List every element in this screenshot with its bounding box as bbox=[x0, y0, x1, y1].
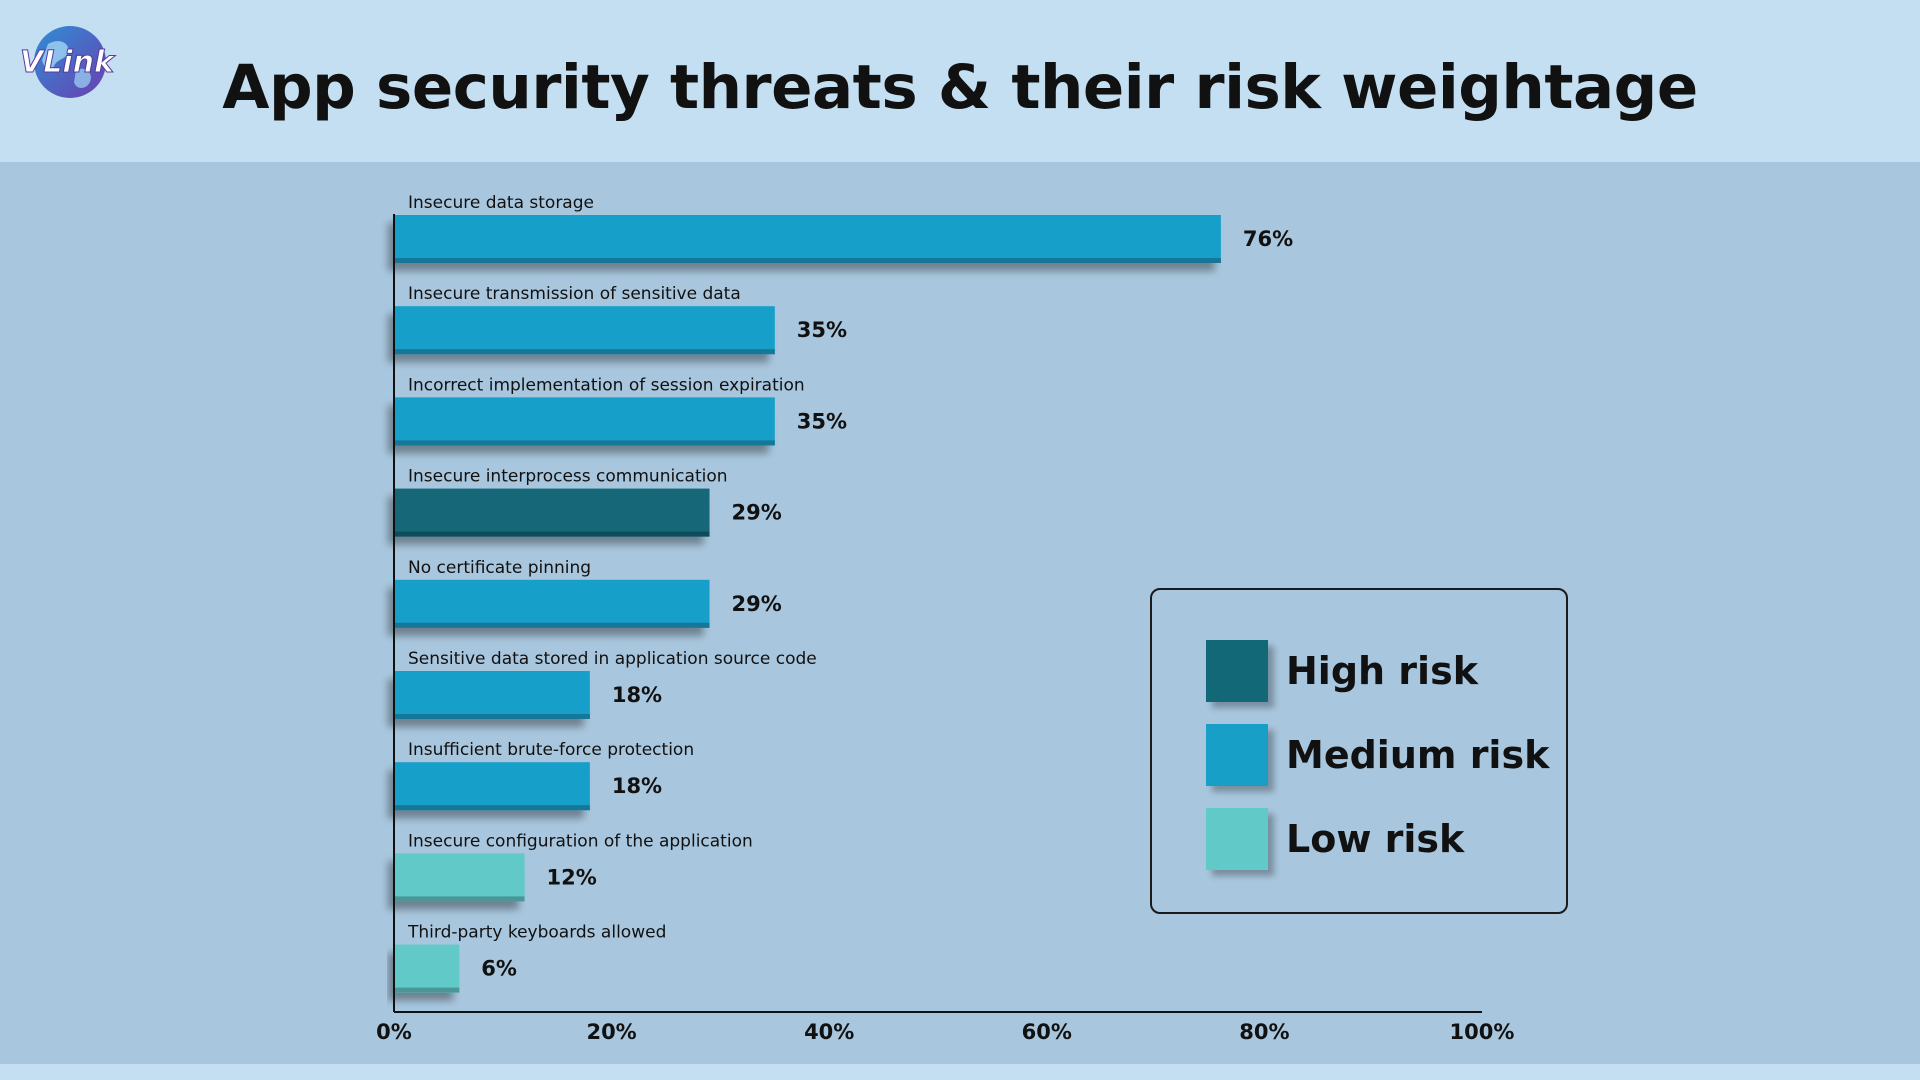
category-label: No certificate pinning bbox=[408, 558, 591, 578]
legend-swatch-low-risk bbox=[1206, 808, 1268, 870]
category-label: Third-party keyboards allowed bbox=[407, 923, 666, 943]
footer-band bbox=[0, 1064, 1920, 1080]
legend-label-high-risk: High risk bbox=[1286, 649, 1478, 693]
legend-label-low-risk: Low risk bbox=[1286, 817, 1465, 861]
x-tick-label: 20% bbox=[586, 1020, 636, 1044]
bar-edge bbox=[394, 531, 710, 537]
svg-text:VLink: VLink bbox=[20, 45, 116, 80]
legend-item-high-risk: High risk bbox=[1206, 640, 1478, 702]
bar-edge bbox=[394, 622, 710, 628]
bar-group bbox=[394, 579, 710, 628]
header-band bbox=[0, 0, 1920, 162]
bar bbox=[394, 853, 525, 902]
bar-group bbox=[394, 488, 710, 537]
bar-group bbox=[394, 671, 590, 719]
legend: High risk Medium risk Low risk bbox=[1150, 588, 1568, 914]
x-tick-label: 100% bbox=[1450, 1020, 1515, 1044]
bar-edge bbox=[394, 349, 775, 355]
category-label: Incorrect implementation of session expi… bbox=[408, 375, 805, 395]
legend-label-medium-risk: Medium risk bbox=[1286, 733, 1550, 777]
category-label: Insecure data storage bbox=[408, 193, 594, 213]
data-label: 6% bbox=[481, 957, 517, 981]
bar bbox=[394, 579, 710, 628]
bar bbox=[394, 215, 1221, 263]
bar-edge bbox=[394, 440, 775, 446]
x-tick-label: 80% bbox=[1239, 1020, 1289, 1044]
bar-edge bbox=[394, 805, 590, 811]
bar-group bbox=[394, 397, 775, 446]
bar-group bbox=[394, 762, 590, 811]
x-tick-label: 40% bbox=[804, 1020, 854, 1044]
bar-group bbox=[394, 215, 1221, 263]
legend-swatch-high-risk bbox=[1206, 640, 1268, 702]
bar-group bbox=[394, 944, 460, 993]
data-label: 18% bbox=[612, 683, 662, 707]
data-label: 35% bbox=[797, 409, 847, 433]
bar bbox=[394, 397, 775, 446]
bar-edge bbox=[394, 896, 525, 902]
bar bbox=[394, 671, 590, 719]
data-label: 29% bbox=[732, 592, 782, 616]
x-tick-label: 60% bbox=[1022, 1020, 1072, 1044]
bar-edge bbox=[394, 258, 1221, 263]
x-tick-label: 0% bbox=[376, 1020, 412, 1044]
category-label: Insecure transmission of sensitive data bbox=[408, 284, 741, 304]
category-label: Insecure interprocess communication bbox=[408, 467, 728, 487]
category-label: Insufficient brute-force protection bbox=[408, 740, 694, 760]
legend-swatch-medium-risk bbox=[1206, 724, 1268, 786]
vlink-logo: VLink bbox=[20, 26, 116, 98]
data-label: 12% bbox=[547, 865, 597, 889]
category-label: Insecure configuration of the applicatio… bbox=[408, 831, 753, 851]
bar bbox=[394, 944, 460, 993]
legend-item-medium-risk: Medium risk bbox=[1206, 724, 1549, 786]
bar bbox=[394, 762, 590, 811]
page-title: App security threats & their risk weight… bbox=[222, 52, 1698, 123]
bar-edge bbox=[394, 987, 460, 993]
bar-group bbox=[394, 853, 525, 902]
bar bbox=[394, 488, 710, 537]
data-label: 18% bbox=[612, 774, 662, 798]
data-label: 76% bbox=[1243, 227, 1293, 251]
data-label: 29% bbox=[732, 501, 782, 525]
data-label: 35% bbox=[797, 318, 847, 342]
bar-edge bbox=[394, 714, 590, 719]
legend-item-low-risk: Low risk bbox=[1206, 808, 1464, 870]
bar-group bbox=[394, 306, 775, 355]
bar bbox=[394, 306, 775, 355]
category-label: Sensitive data stored in application sou… bbox=[408, 649, 817, 669]
